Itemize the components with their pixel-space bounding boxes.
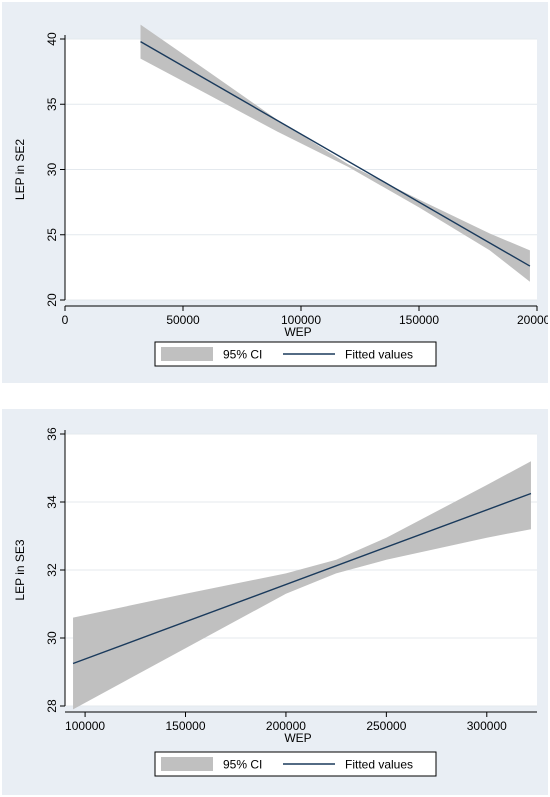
y-tick-label: 32 [45,563,59,577]
ci-band [73,461,531,710]
y-tick-label: 25 [45,228,59,242]
y-axis-title: LEP in SE2 [13,139,27,200]
x-tick-label: 150000 [399,313,439,327]
y-tick-label: 20 [45,293,59,307]
fitted-line [140,41,531,267]
x-tick-label: 50000 [166,313,200,327]
y-tick-label: 28 [45,699,59,713]
x-axis-title: WEP [284,731,311,745]
x-axis-title: WEP [284,325,311,339]
y-tick-label: 35 [45,97,59,111]
x-tick-label: 200000 [517,313,548,327]
chart-panel-se2: 20 25 30 35 40 0 50000 100000 150000 200000 WEP LEP… [2,2,548,383]
x-tick-label: 150000 [165,719,205,733]
chart-se2: 20 25 30 35 40 0 50000 100000 150000 200000 WEP LEP… [13,24,548,367]
x-tick-label: 0 [62,313,69,327]
legend-label-ci: 95% CI [223,758,262,772]
legend-label-fitted: Fitted values [345,758,413,772]
y-axis-title: LEP in SE3 [13,539,27,600]
y-tick-label: 30 [45,631,59,645]
y-tick-label: 36 [45,427,59,441]
legend-label-ci: 95% CI [223,348,262,362]
y-tick-label: 40 [45,32,59,46]
x-tick-label: 250000 [366,719,406,733]
x-tick-label: 100000 [281,313,321,327]
x-tick-label: 300000 [467,719,507,733]
legend-label-fitted: Fitted values [345,348,413,362]
x-tick-label: 100000 [65,719,105,733]
y-tick-label: 30 [45,163,59,177]
y-tick-label: 34 [45,495,59,509]
x-tick-label: 200000 [266,719,306,733]
legend-swatch-ci [161,757,213,771]
chart-se3: 28 30 32 34 36 100000 150000 200000 250000 300000… [13,427,537,777]
fitted-line [72,492,532,665]
legend-swatch-ci [161,347,213,361]
chart-panel-se3: 28 30 32 34 36 100000 150000 200000 250000 300000… [2,409,548,795]
